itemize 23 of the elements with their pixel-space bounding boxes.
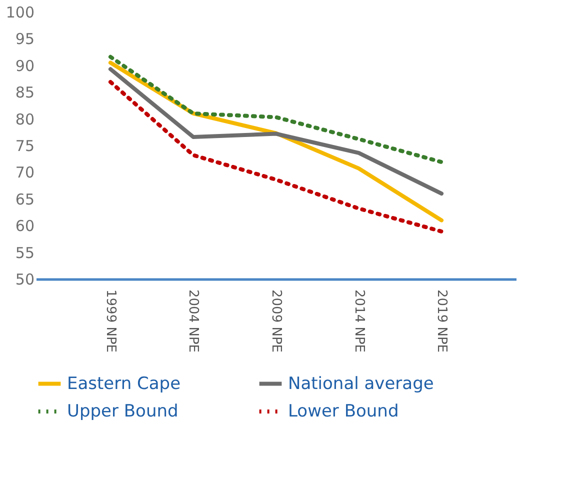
y-tick-label: 95 [15, 30, 34, 48]
legend-label: National average [288, 374, 434, 394]
y-tick-label: 60 [15, 217, 34, 236]
line-series [108, 67, 444, 196]
legend-label: Eastern Cape [67, 374, 181, 394]
y-tick-label: 55 [15, 244, 34, 262]
line-series [108, 80, 444, 234]
y-tick-label: 70 [15, 164, 34, 182]
y-tick-label: 100 [6, 4, 34, 22]
x-tick-label: 2004 NPE [186, 290, 201, 352]
legend-label: Upper Bound [67, 402, 178, 422]
legend-label: Lower Bound [288, 402, 399, 422]
x-tick-label: 2009 NPE [268, 290, 284, 352]
y-tick-label: 85 [15, 84, 34, 102]
y-tick-label: 50 [15, 270, 34, 288]
y-tick-label: 75 [15, 137, 34, 155]
line-series [108, 54, 444, 164]
y-tick-label: 90 [15, 56, 34, 75]
x-tick-label: 2014 NPE [351, 290, 366, 352]
y-tick-label: 80 [15, 110, 34, 128]
y-tick-label: 65 [15, 190, 34, 208]
x-tick-label: 1999 NPE [102, 290, 118, 352]
x-tick-label: 2019 NPE [434, 290, 450, 352]
